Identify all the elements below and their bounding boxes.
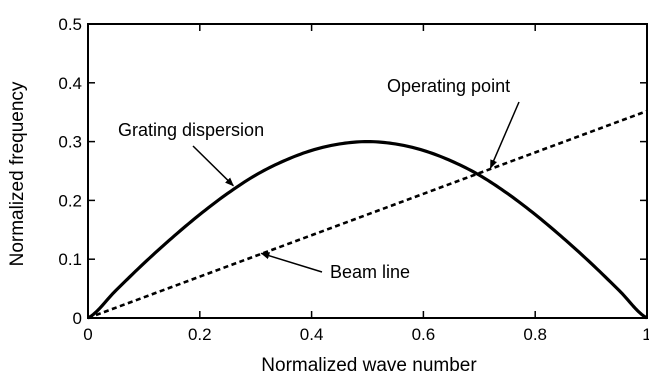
y-tick-label: 0.1 <box>58 250 82 269</box>
x-tick-label: 0.2 <box>188 325 212 344</box>
y-tick-label: 0.4 <box>58 74 82 93</box>
y-tick-label: 0.3 <box>58 133 82 152</box>
operating-point-label: Operating point <box>387 76 510 96</box>
x-tick-label: 0.4 <box>300 325 324 344</box>
operating-point-arrow <box>489 101 520 169</box>
beam-line-label: Beam line <box>330 262 410 282</box>
x-tick-label: 1 <box>642 325 649 344</box>
y-tick-label: 0.5 <box>58 15 82 34</box>
x-axis-title: Normalized wave number <box>261 355 477 376</box>
grating-dispersion-label: Grating dispersion <box>118 120 264 140</box>
grating-dispersion-curve <box>87 140 648 320</box>
grating-dispersion-arrow <box>192 145 234 187</box>
plot-frame <box>87 23 648 319</box>
y-axis-title: Normalized frequency <box>7 81 28 266</box>
beam-line <box>87 109 648 320</box>
x-tick-label: 0.6 <box>412 325 436 344</box>
y-tick-label: 0.2 <box>58 191 82 210</box>
y-tick-label: 0 <box>73 309 82 328</box>
beam-line-arrow <box>260 252 323 273</box>
x-tick-label: 0.8 <box>523 325 547 344</box>
x-tick-label: 0 <box>83 325 92 344</box>
